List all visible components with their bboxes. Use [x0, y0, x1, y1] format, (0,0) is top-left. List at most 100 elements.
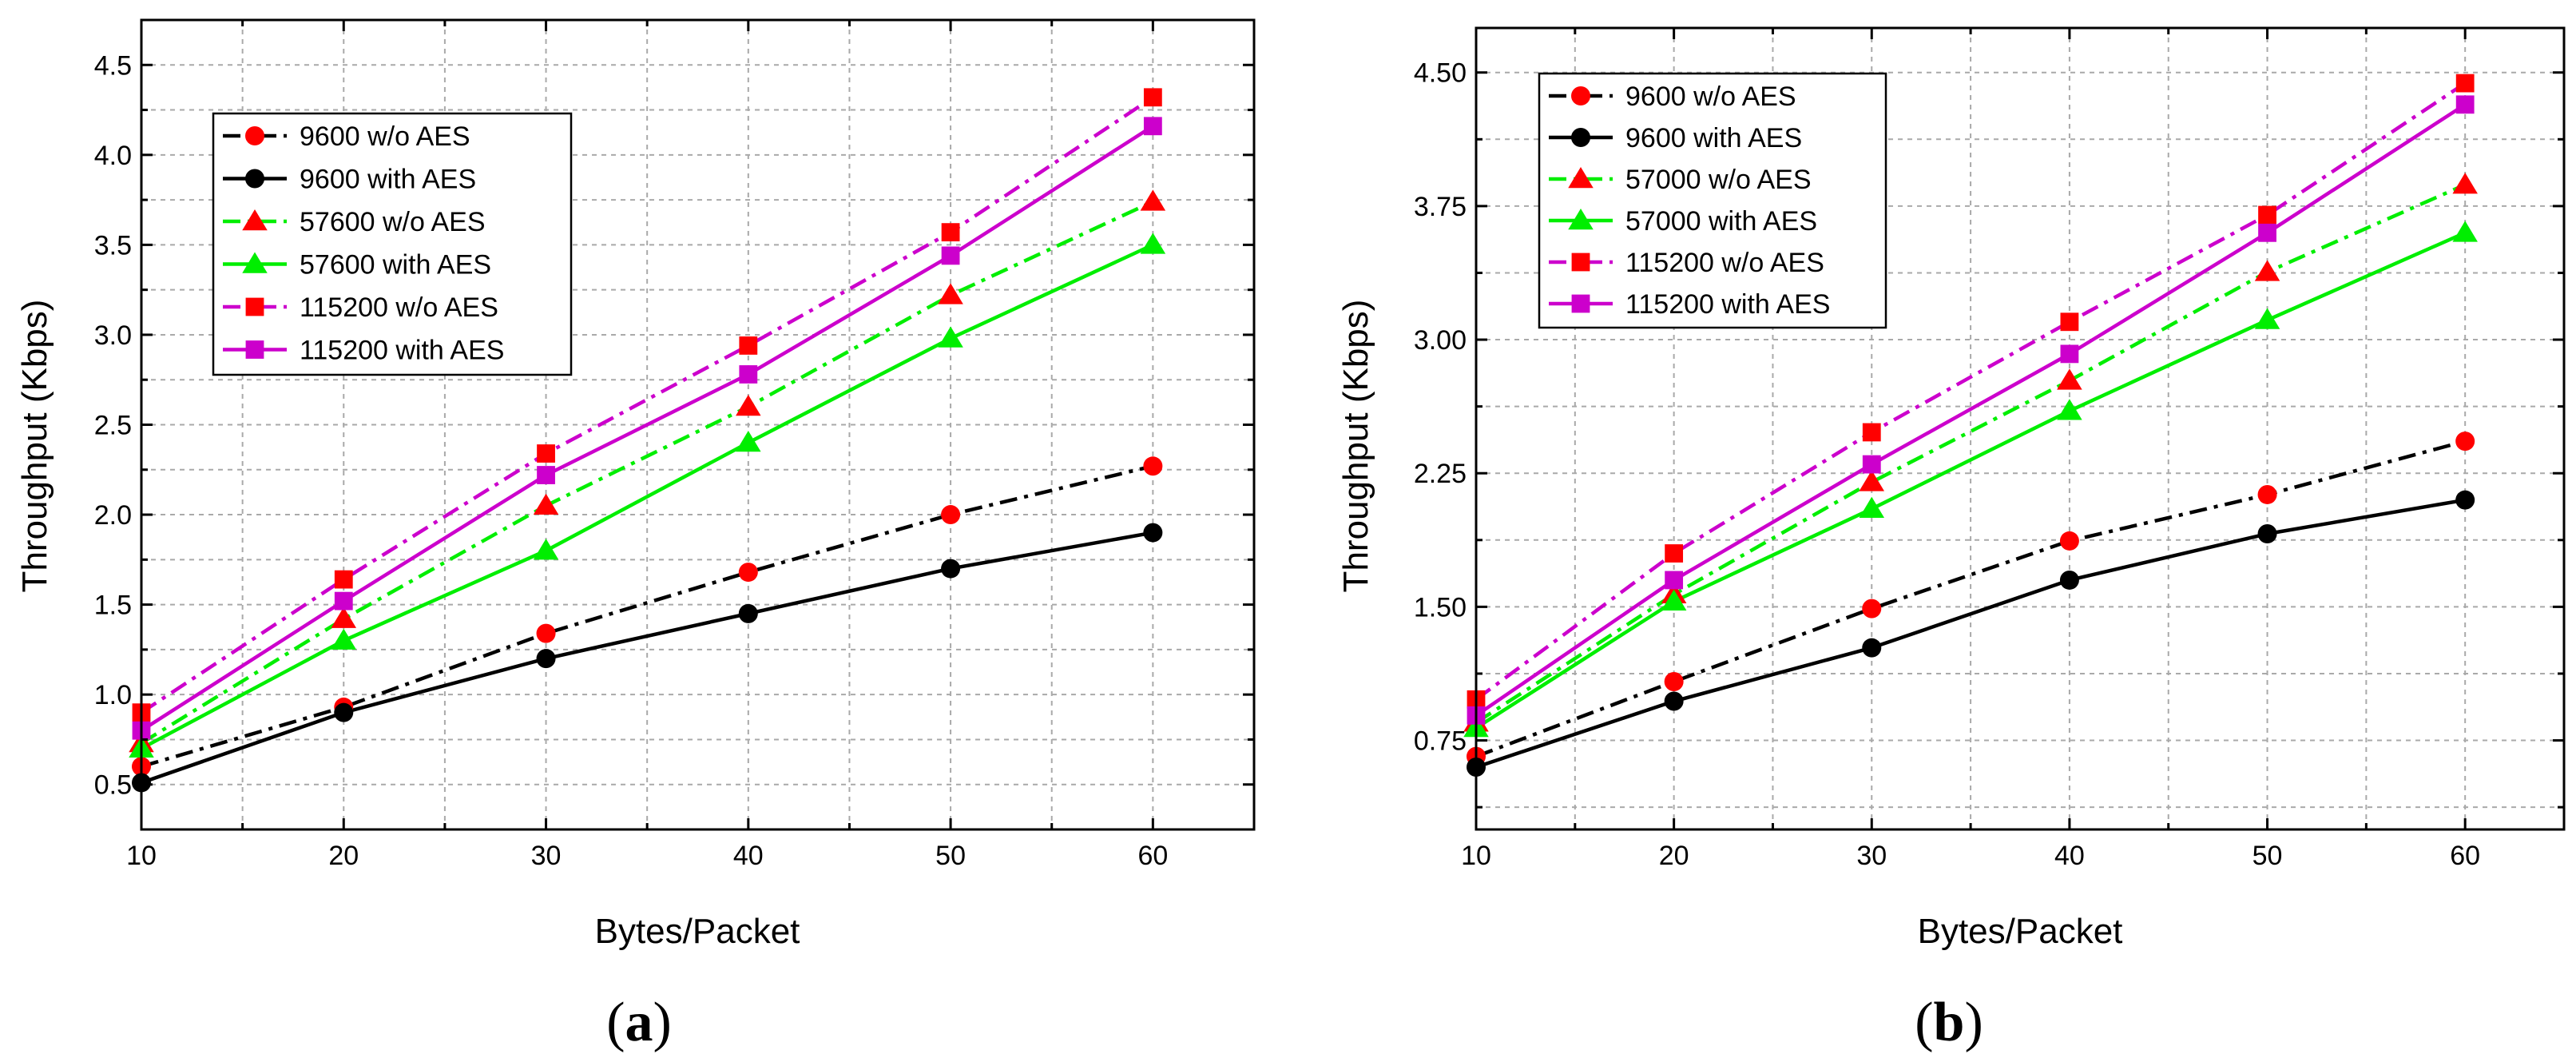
panel-label-b: (b)	[1915, 992, 1983, 1053]
legend-label-6: 115200 with AES	[1625, 289, 1830, 320]
series-markers-a	[129, 88, 1166, 793]
legend-label-5: 115200 w/o AES	[1625, 248, 1824, 278]
data-point-s1-5	[2257, 484, 2277, 504]
data-point-s2-6	[2455, 490, 2475, 510]
legend-box	[1538, 72, 1887, 329]
legend-marker-1	[245, 126, 264, 145]
chart-panel-b: 10 20 30 40 50 60 0.75 1.50 2.25 3.00 3.75 4.50 Byt…	[1336, 26, 2566, 1053]
data-point-s3-6	[2452, 173, 2478, 194]
data-point-s6-4	[2060, 344, 2079, 364]
y-tick-label: 3.5	[94, 230, 132, 261]
series-line-6	[1475, 102, 2467, 718]
data-point-s5-2	[1665, 544, 1684, 563]
data-point-s2-4	[2059, 570, 2079, 590]
legend-marker-5	[245, 297, 264, 316]
data-point-s2-4	[738, 603, 758, 623]
data-point-s6-5	[941, 246, 960, 265]
x-tick-label: 50	[2253, 841, 2283, 871]
data-point-s3-4	[2057, 368, 2082, 390]
y-tick-label: 2.0	[94, 500, 132, 531]
legend-box	[212, 112, 573, 376]
legend-label-3: 57000 w/o AES	[1625, 165, 1812, 195]
series-line-5	[1475, 82, 2467, 702]
y-tick-label: 3.75	[1414, 192, 1467, 222]
data-point-s3-5	[2254, 260, 2280, 281]
series-lines-b	[1475, 82, 2467, 770]
y-tick-label: 4.5	[94, 50, 132, 81]
series-line-5	[140, 95, 1154, 714]
legend-label-2: 9600 with AES	[1625, 123, 1802, 153]
data-point-s3-6	[1140, 189, 1166, 211]
data-point-s1-2	[1664, 672, 1684, 692]
data-point-s6-3	[537, 466, 555, 484]
data-point-s5-6	[1143, 88, 1162, 107]
panel-letter-b: b	[1934, 992, 1965, 1053]
legend-label-5: 115200 w/o AES	[300, 292, 498, 323]
x-axis-title-a: Bytes/Packet	[595, 912, 800, 951]
x-tick-label: 10	[1461, 841, 1491, 871]
legend-marker-6	[245, 340, 264, 359]
legend-label-4: 57000 with AES	[1625, 206, 1817, 237]
data-point-s5-3	[1862, 423, 1881, 442]
x-tick-label: 60	[2450, 841, 2480, 871]
series-line-4	[1475, 231, 2467, 730]
x-tick-label: 30	[531, 841, 562, 871]
data-point-s1-6	[1143, 456, 1163, 476]
data-point-s2-3	[536, 649, 556, 669]
legend-label-1: 9600 w/o AES	[300, 121, 470, 152]
legend-label-1: 9600 w/o AES	[1625, 82, 1796, 112]
y-tick-label: 2.25	[1414, 459, 1467, 489]
data-point-s6-5	[2258, 223, 2276, 242]
data-point-s1-3	[536, 623, 556, 643]
legend-marker-5	[1571, 253, 1590, 272]
tick-labels-b: 10 20 30 40 50 60 0.75 1.50 2.25 3.00 3.75 4.50	[1414, 58, 2480, 871]
series-line-4	[140, 243, 1154, 750]
x-tick-label: 60	[1137, 841, 1168, 871]
legend-b: 9600 w/o AES 9600 with AES 57000 w/o AES 57…	[1538, 72, 1887, 329]
data-point-s4-6	[1140, 233, 1166, 254]
series-line-2	[1475, 498, 2466, 770]
data-point-s4-5	[938, 326, 963, 348]
panel-letter-a: a	[625, 992, 653, 1053]
data-point-s5-5	[2258, 205, 2276, 225]
y-tick-label: 4.0	[94, 141, 132, 171]
y-tick-label: 2.5	[94, 411, 132, 441]
legend-label-6: 115200 with AES	[300, 336, 504, 366]
data-point-s2-6	[1143, 523, 1163, 543]
data-point-s1-4	[2059, 531, 2079, 551]
y-tick-label: 0.75	[1414, 726, 1467, 757]
data-point-s3-2	[331, 607, 357, 628]
legend-marker-6	[1571, 294, 1590, 313]
data-point-s3-4	[736, 394, 761, 416]
plot-frame	[1475, 26, 2566, 831]
y-tick-label: 1.5	[94, 591, 132, 621]
data-point-s3-3	[533, 493, 559, 515]
data-point-s5-6	[2455, 74, 2475, 93]
data-point-s1-6	[2455, 432, 2475, 451]
data-point-s2-5	[941, 559, 961, 579]
legend-label-4: 57600 with AES	[300, 250, 491, 280]
x-axis-title-b: Bytes/Packet	[1918, 912, 2123, 951]
axes-a	[140, 18, 1256, 831]
y-tick-label: 3.0	[94, 320, 132, 351]
series-line-1	[1475, 439, 2466, 758]
data-point-s1-3	[1862, 599, 1882, 619]
y-tick-label: 3.00	[1414, 325, 1467, 356]
x-tick-label: 40	[733, 841, 764, 871]
series-markers-b	[1463, 74, 2478, 777]
data-point-s6-2	[334, 591, 353, 611]
data-point-s6-6	[1143, 117, 1162, 136]
data-point-s4-5	[2254, 308, 2280, 329]
x-tick-label: 20	[1659, 841, 1689, 871]
series-line-2	[141, 531, 1153, 785]
series-lines-a	[140, 95, 1154, 785]
data-point-s2-2	[334, 702, 354, 722]
legend-marker-3	[242, 209, 268, 231]
data-point-s4-2	[1661, 589, 1687, 611]
data-point-s4-3	[1859, 496, 1885, 519]
data-point-s2-5	[2257, 524, 2277, 544]
legend-a: 9600 w/o AES 9600 with AES 57600 w/o AES 57…	[212, 112, 573, 376]
legend-marker-3	[1568, 167, 1594, 189]
data-point-s2-2	[1664, 691, 1684, 711]
y-axis-title-b: Throughput (Kbps)	[1336, 300, 1375, 593]
